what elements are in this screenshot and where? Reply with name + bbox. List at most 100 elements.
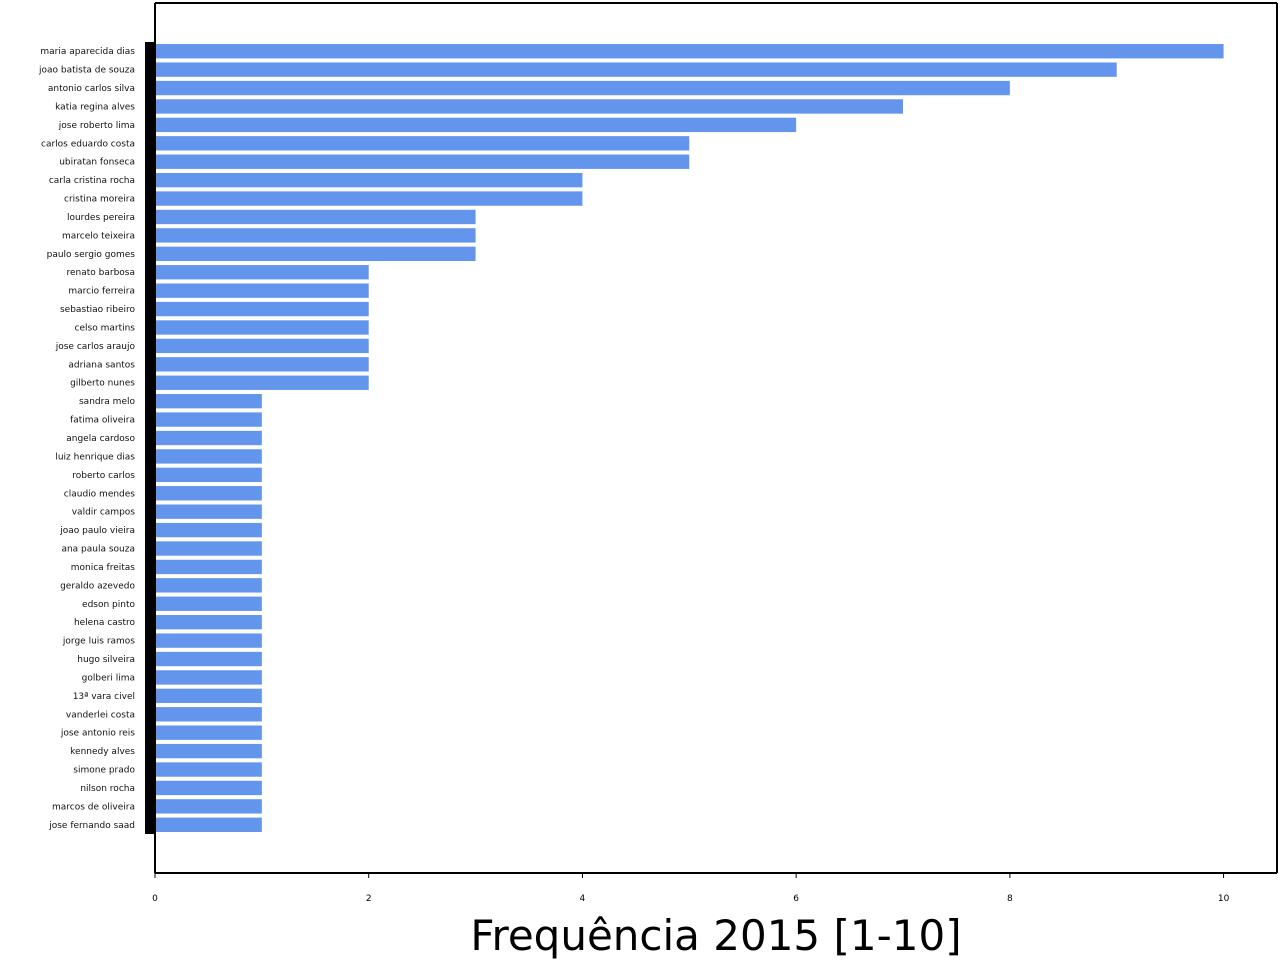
bar <box>155 375 369 390</box>
bar <box>155 670 262 685</box>
bar <box>155 44 1224 59</box>
category-label: golberi lima <box>82 673 135 683</box>
bar <box>155 486 262 501</box>
bar <box>155 191 583 206</box>
category-label: katia regina alves <box>55 102 135 112</box>
bar <box>155 62 1117 77</box>
bar <box>155 559 262 575</box>
category-label: ana paula souza <box>61 545 135 555</box>
bar <box>155 393 262 409</box>
category-label: angela cardoso <box>66 434 135 444</box>
bar <box>155 651 262 667</box>
bar <box>155 578 262 593</box>
category-label: nilson rocha <box>80 784 135 794</box>
category-label: carla cristina rocha <box>49 176 135 186</box>
category-label: jose carlos araujo <box>55 342 136 352</box>
bar <box>155 817 262 832</box>
bar <box>155 154 690 169</box>
bar <box>155 615 262 630</box>
bar <box>155 338 369 354</box>
category-label: claudio mendes <box>64 489 136 499</box>
category-label: sandra melo <box>79 397 136 407</box>
category-label: marcelo teixeira <box>62 231 135 241</box>
category-label: roberto carlos <box>72 471 135 481</box>
bar <box>155 117 797 133</box>
category-label: ubiratan fonseca <box>59 158 135 168</box>
bar <box>155 504 262 519</box>
category-label: maria aparecida dias <box>40 47 135 57</box>
bar <box>155 780 262 796</box>
bar <box>155 633 262 648</box>
x-ticks-layer: 0 2 4 6 8 10 <box>152 873 1230 904</box>
x-tick-label: 6 <box>793 894 799 904</box>
x-axis-title: Frequência 2015 [1-10] <box>470 911 961 960</box>
bar <box>155 743 262 759</box>
axes-layer <box>145 2 1278 874</box>
category-labels-layer: maria aparecida dias joao batista de souz… <box>38 47 135 831</box>
category-label: kennedy alves <box>70 747 135 757</box>
bar <box>155 596 262 611</box>
bar <box>155 283 369 298</box>
category-label: joao paulo vieira <box>59 526 135 536</box>
category-label: monica freitas <box>71 563 136 573</box>
bar <box>155 136 690 151</box>
category-label: fatima oliveira <box>70 416 135 426</box>
bar <box>155 301 369 317</box>
bar <box>155 707 262 722</box>
category-label: marcos de oliveira <box>52 802 135 812</box>
category-label: jose fernando saad <box>48 821 135 831</box>
category-label: 13ª vara civel <box>73 692 135 702</box>
bar <box>155 762 262 777</box>
category-label: hugo silveira <box>77 655 135 665</box>
bar <box>155 430 262 446</box>
x-tick-label: 10 <box>1218 894 1230 904</box>
category-label: cristina moreira <box>64 195 135 205</box>
category-label: joao batista de souza <box>38 66 135 76</box>
category-label: carlos eduardo costa <box>41 139 135 149</box>
category-label: lourdes pereira <box>67 213 135 223</box>
category-label: valdir campos <box>72 508 136 518</box>
category-label: edson pinto <box>82 600 135 610</box>
category-label: renato barbosa <box>66 268 135 278</box>
bar <box>155 449 262 464</box>
bar <box>155 209 476 225</box>
category-label: jorge luis ramos <box>62 637 135 647</box>
bar <box>155 467 262 483</box>
bar <box>155 228 476 243</box>
category-label: adriana santos <box>68 360 135 370</box>
x-tick-label: 4 <box>580 894 586 904</box>
category-label: marcio ferreira <box>68 287 135 297</box>
bar <box>155 725 262 740</box>
category-label: jose roberto lima <box>58 121 135 131</box>
category-label: helena castro <box>74 618 136 628</box>
bar <box>155 80 1010 96</box>
category-label: simone prado <box>73 766 135 776</box>
x-tick-label: 8 <box>1007 894 1013 904</box>
bar <box>155 265 369 280</box>
x-tick-label: 0 <box>152 894 158 904</box>
category-label: luiz henrique dias <box>55 452 135 462</box>
category-label: celso martins <box>75 323 136 333</box>
category-label: vanderlei costa <box>66 710 135 720</box>
bar <box>155 688 262 704</box>
category-label: gilberto nunes <box>70 379 135 389</box>
category-label: antonio carlos silva <box>48 84 135 94</box>
category-label: jose antonio reis <box>60 729 135 739</box>
bar <box>155 541 262 556</box>
category-label: sebastiao ribeiro <box>60 305 136 315</box>
bar <box>155 246 476 261</box>
bar <box>155 412 262 427</box>
bar <box>155 357 369 372</box>
bar <box>155 99 903 114</box>
bar <box>155 799 262 814</box>
bar <box>155 522 262 538</box>
x-tick-label: 2 <box>366 894 372 904</box>
bar <box>155 320 369 335</box>
y-tick-strip <box>145 42 155 834</box>
bar <box>155 172 583 188</box>
category-label: geraldo azevedo <box>60 581 135 591</box>
category-label: paulo sergio gomes <box>47 250 136 260</box>
bars-layer <box>155 44 1224 832</box>
